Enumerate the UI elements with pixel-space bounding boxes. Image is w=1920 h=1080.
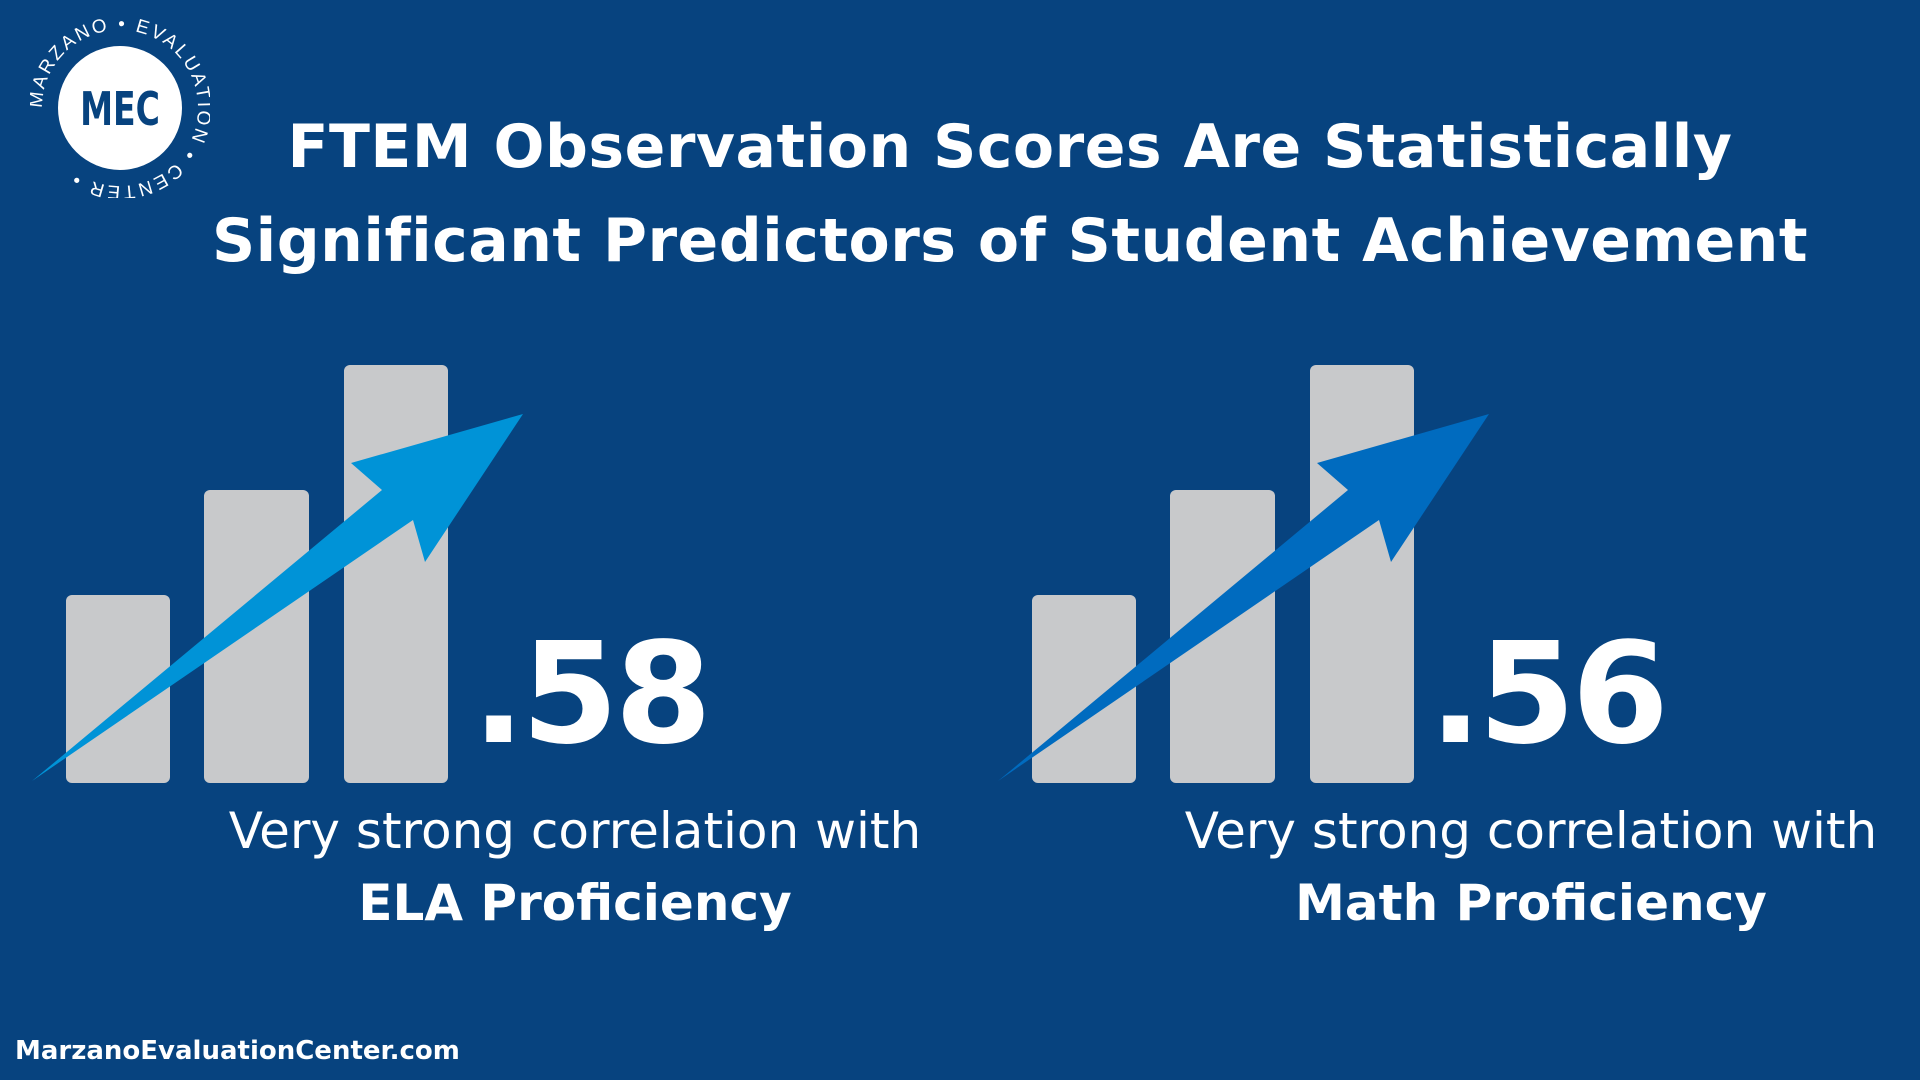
subject-label: Math Proficiency: [1295, 874, 1767, 932]
page-title: FTEM Observation Scores Are Statisticall…: [140, 100, 1880, 288]
bar-medium: [1170, 490, 1275, 783]
bar-medium: [204, 490, 309, 783]
caption-text: Very strong correlation with: [1184, 802, 1878, 860]
up-arrow: [998, 414, 1489, 781]
mec-logo: MARZANO • EVALUATION • CENTER • MEC: [26, 14, 212, 202]
bar-large: [1310, 365, 1414, 783]
bar-chart-arrow-icon: [32, 365, 523, 783]
subject-label: ELA Proficiency: [358, 874, 792, 932]
up-arrow: [32, 414, 523, 781]
bar-large: [344, 365, 448, 783]
ela-stat-group: .58 Very strong correlation with ELA Pro…: [32, 365, 950, 939]
math-stat-group: .56 Very strong correlation with Math Pr…: [966, 0, 1920, 1080]
caption-text: Very strong correlation with: [228, 802, 922, 860]
bar-chart-arrow-icon: [998, 365, 1489, 783]
website-footer: MarzanoEvaluationCenter.com: [15, 1036, 460, 1066]
title-line-1: FTEM Observation Scores Are Statisticall…: [287, 112, 1733, 182]
svg-text:MEC: MEC: [80, 82, 160, 136]
ela-caption: Very strong correlation with ELA Profici…: [200, 795, 950, 939]
math-caption: Very strong correlation with Math Profic…: [1156, 795, 1906, 939]
title-line-2: Significant Predictors of Student Achiev…: [211, 206, 1809, 276]
math-correlation-value: .56: [1429, 613, 1669, 776]
ela-correlation-value: .58: [472, 613, 712, 776]
